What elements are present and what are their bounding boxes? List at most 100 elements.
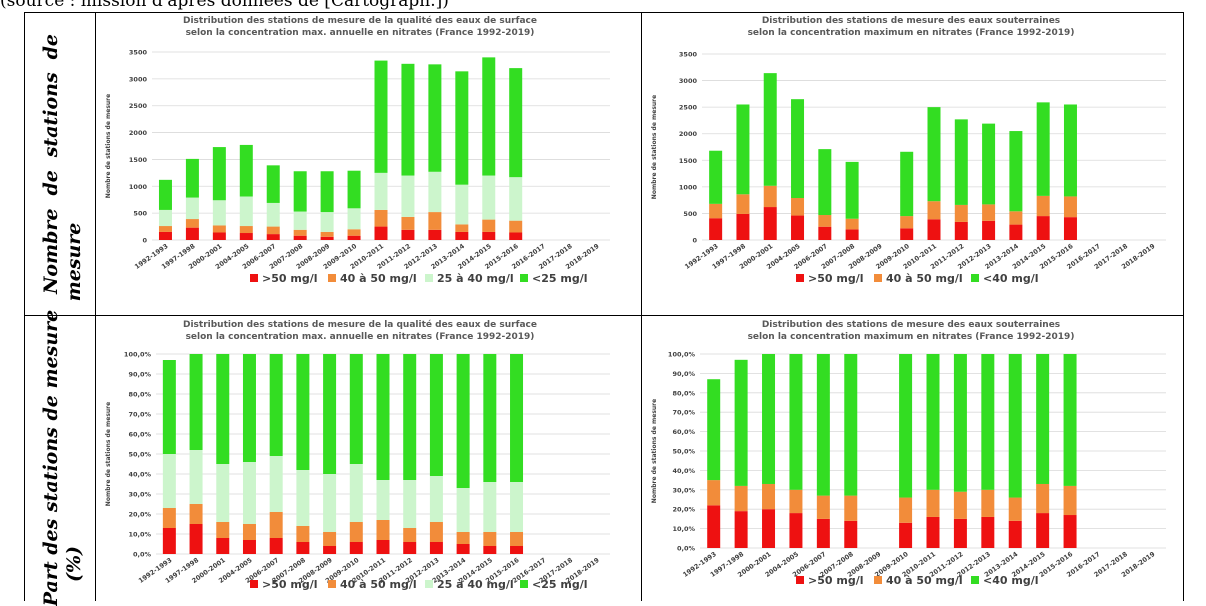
y-tick-label: 90,0%: [672, 370, 695, 378]
bar-segment: [349, 542, 363, 554]
bar-segment: [242, 462, 256, 524]
legend-label: >50 mg/l: [808, 272, 863, 285]
bar-segment: [429, 522, 443, 542]
bar-segment: [189, 524, 203, 554]
bar-segment: [428, 229, 442, 240]
bar-segment: [900, 151, 914, 217]
bar-segment: [296, 542, 310, 554]
bar-segment: [510, 482, 524, 532]
bar-segment: [1008, 520, 1022, 548]
bar-segment: [323, 532, 337, 546]
bar-segment: [981, 354, 995, 490]
bar-segment: [954, 221, 968, 240]
bar-segment: [320, 212, 334, 232]
legend-label: <40 mg/l: [983, 272, 1038, 285]
bar-segment: [296, 354, 310, 470]
row-label-count-line1: Nombre de stations de: [40, 34, 62, 294]
bar-segment: [158, 226, 172, 232]
bar-segment: [1063, 354, 1077, 486]
bar-segment: [162, 360, 176, 454]
bar-segment: [482, 219, 496, 232]
bar-segment: [734, 359, 748, 486]
bar-segment: [927, 219, 941, 240]
y-axis-label: Nombre de stations de mesure: [105, 94, 112, 198]
bar-segment: [1009, 131, 1023, 212]
bar-segment: [158, 209, 172, 227]
chart-title-line1: Distribution des stations de mesure de l…: [183, 319, 537, 330]
bar-segment: [216, 522, 230, 538]
bar-segment: [320, 171, 334, 213]
bar-segment: [216, 538, 230, 554]
bar-segment: [349, 464, 363, 522]
bar-segment: [296, 526, 310, 542]
y-tick-label: 10,0%: [128, 531, 151, 539]
bar-segment: [762, 354, 776, 484]
y-tick-label: 50,0%: [672, 448, 695, 456]
bar-segment: [954, 119, 968, 205]
legend-swatch: [520, 580, 528, 588]
y-tick-label: 100,0%: [668, 351, 696, 359]
legend-label: 25 à 40 mg/l: [437, 272, 514, 285]
bar-segment: [376, 480, 390, 520]
bar-segment: [269, 512, 283, 538]
bar-segment: [349, 354, 363, 464]
y-axis-label: Nombre de stations de mesure: [651, 95, 658, 199]
bar-segment: [456, 354, 470, 488]
bar-segment: [266, 165, 280, 203]
bar-segment: [982, 220, 996, 240]
bar-segment: [482, 231, 496, 240]
bar-segment: [323, 354, 337, 474]
bar-segment: [374, 60, 388, 173]
bar-segment: [1008, 497, 1022, 521]
bar-segment: [926, 354, 940, 490]
y-tick-label: 0,0%: [133, 551, 152, 559]
chart-groundwater-count: Distribution des stations de mesure des …: [651, 16, 1166, 285]
bar-segment: [269, 538, 283, 554]
chart-surface-count: Distribution des stations de mesure de l…: [105, 15, 610, 285]
y-tick-label: 3500: [679, 51, 698, 59]
bar-segment: [296, 470, 310, 526]
bar-segment: [953, 491, 967, 519]
bar-segment: [734, 511, 748, 548]
y-tick-label: 40,0%: [128, 471, 151, 479]
bar-segment: [791, 198, 805, 216]
y-tick-label: 60,0%: [672, 428, 695, 436]
chart-title-line1: Distribution des stations de mesure de l…: [183, 15, 537, 26]
bar-segment: [483, 546, 497, 554]
bar-segment: [789, 354, 803, 490]
legend-swatch: [250, 580, 258, 588]
bar-segment: [763, 207, 777, 240]
y-tick-label: 3000: [679, 77, 698, 85]
bar-segment: [736, 213, 750, 240]
y-axis-label: Nombre de stations de mesure: [651, 399, 658, 503]
chart-panel-groundwater-count: Distribution des stations de mesure des …: [646, 14, 1176, 299]
bar-segment: [239, 226, 253, 234]
legend-label: 25 à 40 mg/l: [437, 578, 514, 591]
y-tick-label: 100,0%: [124, 351, 152, 359]
bar-segment: [374, 226, 388, 240]
bar-segment: [347, 229, 361, 236]
y-tick-label: 70,0%: [672, 409, 695, 417]
bar-segment: [709, 203, 723, 219]
bar-segment: [323, 546, 337, 554]
figure-caption: (source : mission d'après données de [Ca…: [0, 0, 449, 11]
bar-segment: [242, 524, 256, 540]
bar-segment: [736, 104, 750, 195]
legend-swatch: [971, 274, 979, 282]
bar-segment: [1036, 102, 1050, 196]
legend-label: >50 mg/l: [262, 578, 317, 591]
bar-segment: [509, 232, 523, 240]
bar-segment: [953, 354, 967, 492]
bar-segment: [293, 171, 307, 212]
bar-segment: [1063, 217, 1077, 240]
legend-label: 40 à 50 mg/l: [886, 272, 963, 285]
chart-title-line2: selon la concentration maximum en nitrat…: [748, 332, 1075, 342]
table-divider-label: [95, 12, 96, 601]
y-tick-label: 20,0%: [128, 511, 151, 519]
legend-swatch: [425, 274, 433, 282]
bar-segment: [455, 71, 469, 185]
bar-segment: [900, 228, 914, 240]
legend-swatch: [796, 274, 804, 282]
bar-segment: [376, 354, 390, 480]
table-divider-center: [641, 12, 642, 601]
